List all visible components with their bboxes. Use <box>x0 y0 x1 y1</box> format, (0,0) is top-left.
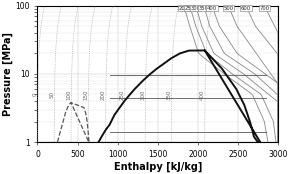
Text: 100: 100 <box>66 89 71 100</box>
Text: 350: 350 <box>199 6 209 11</box>
Text: 700: 700 <box>259 6 269 11</box>
Text: 250: 250 <box>119 89 124 100</box>
Text: 150: 150 <box>83 89 88 100</box>
Text: 300: 300 <box>140 89 145 100</box>
Text: 400: 400 <box>200 89 205 100</box>
Text: 0: 0 <box>32 93 37 96</box>
Text: 400: 400 <box>207 6 217 11</box>
Text: 350: 350 <box>166 89 171 100</box>
Text: 250: 250 <box>185 6 195 11</box>
X-axis label: Enthalpy [kJ/kg]: Enthalpy [kJ/kg] <box>113 161 202 172</box>
Text: 600: 600 <box>241 6 251 11</box>
Text: 200: 200 <box>101 89 106 100</box>
Text: 500: 500 <box>223 6 233 11</box>
Text: 50: 50 <box>49 91 54 98</box>
Text: 200: 200 <box>179 6 189 11</box>
Y-axis label: Pressure [MPa]: Pressure [MPa] <box>2 32 12 116</box>
Text: 300: 300 <box>191 6 201 11</box>
